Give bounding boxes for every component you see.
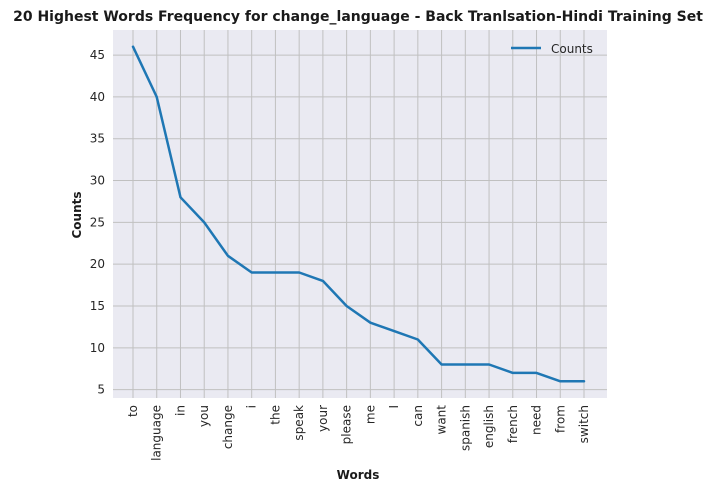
x-tick-label: speak	[292, 405, 306, 441]
x-tick-label: english	[482, 405, 496, 448]
legend: Counts	[511, 42, 593, 56]
legend-label: Counts	[551, 42, 593, 56]
x-axis-label: Words	[337, 468, 380, 482]
x-tick-label: please	[340, 405, 354, 444]
x-tick-label: change	[221, 405, 235, 449]
chart-title: 20 Highest Words Frequency for change_la…	[13, 9, 703, 25]
y-tick-label: 15	[90, 299, 105, 313]
y-tick-label: 45	[90, 48, 105, 62]
x-tick-label: me	[363, 405, 377, 424]
x-tick-label: want	[435, 405, 449, 435]
y-tick-label: 20	[90, 257, 105, 271]
y-axis-label: Counts	[70, 191, 84, 238]
series-line-counts	[131, 45, 586, 383]
plot-area	[113, 30, 607, 398]
x-tick-label: I	[387, 405, 401, 409]
x-tick-label: your	[316, 405, 330, 432]
y-tick-label: 10	[90, 341, 105, 355]
x-tick-label: need	[530, 405, 544, 435]
x-tick-label: to	[126, 405, 140, 417]
y-tick-label: 30	[90, 174, 105, 188]
x-tick-label: language	[150, 405, 164, 461]
y-tick-label: 40	[90, 90, 105, 104]
x-tick-label: the	[268, 405, 282, 425]
x-tick-label: french	[506, 405, 520, 443]
x-tick-label: switch	[577, 405, 591, 443]
y-tick-label: 5	[97, 383, 105, 397]
x-tick-label: spanish	[458, 405, 472, 451]
x-tick-label: in	[173, 405, 187, 416]
x-tick-label: you	[197, 405, 211, 427]
x-tick-label: i	[245, 405, 259, 408]
series-layer	[131, 45, 586, 383]
y-tick-label: 25	[90, 215, 105, 229]
y-tick-label: 35	[90, 132, 105, 146]
x-tick-label: from	[553, 405, 567, 433]
x-axis-ticks: to language in you change i the speak your please…	[126, 405, 591, 461]
y-axis-ticks: 5 10 15 20 25 30 35 40 45	[90, 48, 105, 397]
x-tick-label: can	[411, 405, 425, 427]
grid	[113, 30, 607, 398]
